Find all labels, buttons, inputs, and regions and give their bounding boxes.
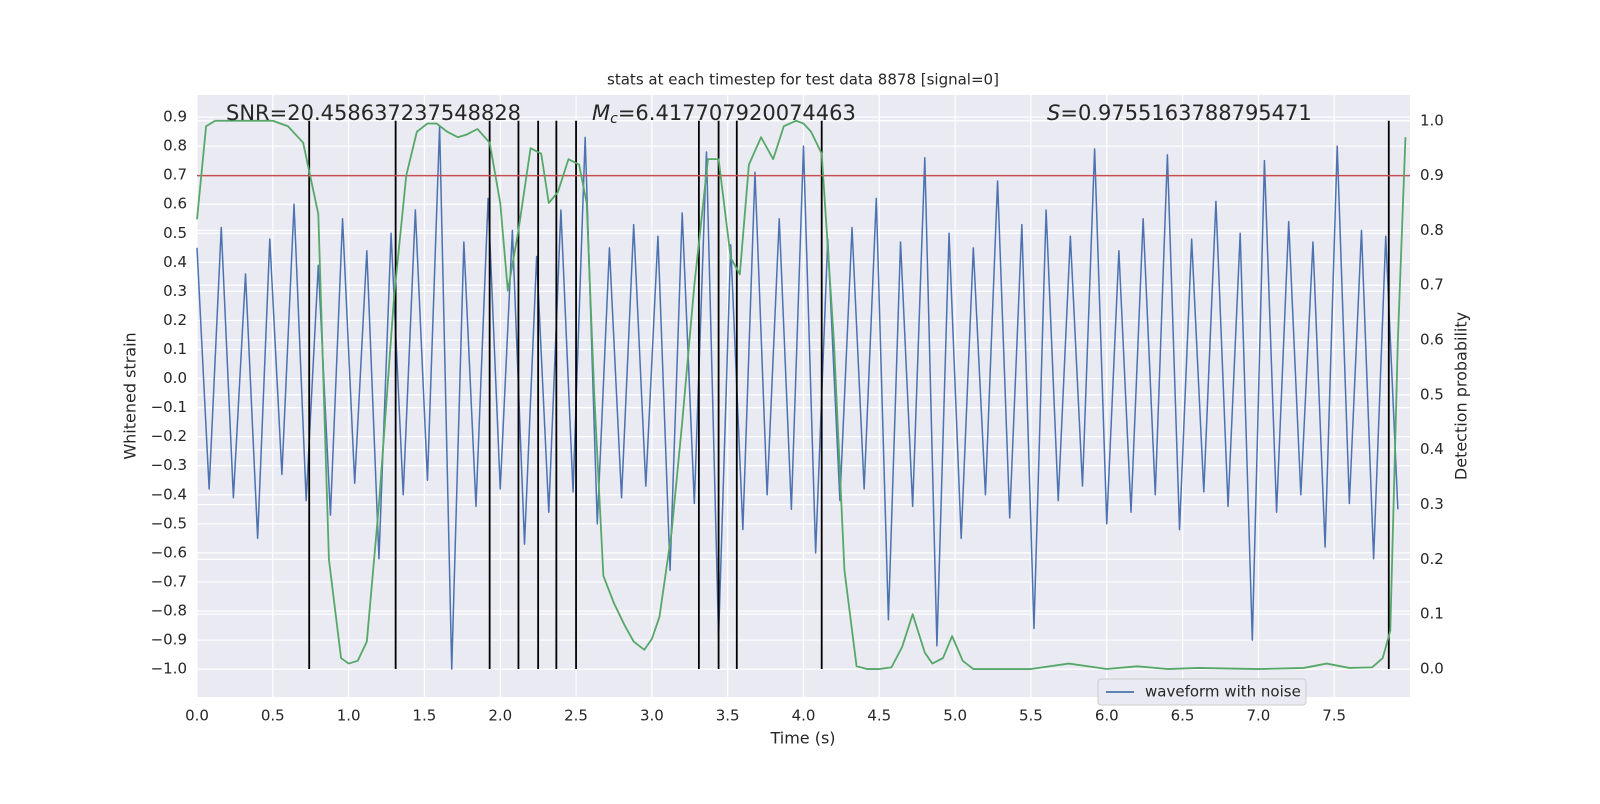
x-tick-label: 4.5 [867, 707, 891, 725]
y2-tick-label: 0.5 [1420, 385, 1444, 403]
y-tick-label: 0.1 [163, 340, 187, 358]
y-tick-label: −0.8 [151, 602, 187, 620]
y-tick-label: 0.9 [163, 108, 187, 126]
x-tick-label: 0.5 [261, 707, 285, 725]
annotation-subscript: c [610, 111, 618, 127]
annotation-symbol: S [1047, 101, 1060, 125]
y-tick-label: −0.4 [151, 485, 187, 503]
annotation-symbol: M [592, 101, 610, 125]
x-axis-label: Time (s) [769, 729, 835, 748]
y2-tick-label: 0.4 [1420, 440, 1444, 458]
y-axis-label: Whitened strain [121, 332, 140, 459]
y2-tick-label: 0.2 [1420, 550, 1444, 568]
x-tick-label: 2.0 [488, 707, 512, 725]
y-tick-label: 0.4 [163, 253, 187, 271]
over-layer: waveform with noise [196, 119, 1410, 706]
annotation: Mc=6.417707920074463 [592, 101, 856, 127]
y-tick-label: 0.2 [163, 311, 187, 329]
x-tick-label: 2.5 [564, 707, 588, 725]
y2-tick-label: 0.1 [1420, 605, 1444, 623]
legend-label: waveform with noise [1145, 683, 1301, 701]
y2-tick-label: 0.3 [1420, 495, 1444, 513]
y-tick-label: 0.8 [163, 137, 187, 155]
y2-tick-label: 0.0 [1420, 660, 1444, 678]
y-tick-label: −0.3 [151, 456, 187, 474]
y-tick-label: −0.6 [151, 543, 187, 561]
y-tick-label: 0.0 [163, 369, 187, 387]
x-tick-label: 7.0 [1246, 707, 1270, 725]
legend-box [1097, 678, 1307, 706]
x-tick-label: 6.0 [1095, 707, 1119, 725]
x-tick-label: 4.0 [792, 707, 816, 725]
annotation: SNR=20.458637237548828 [226, 101, 521, 125]
y2-tick-label: 0.6 [1420, 331, 1444, 349]
x-tick-label: 5.0 [943, 707, 967, 725]
y-tick-label: 0.7 [163, 166, 187, 184]
annotation: S=0.9755163788795471 [1047, 101, 1312, 125]
x-tick-label: 5.5 [1019, 707, 1043, 725]
x-tick-label: 3.0 [640, 707, 664, 725]
y-tick-label: 0.5 [163, 224, 187, 242]
x-tick-label: 6.5 [1171, 707, 1195, 725]
y2-tick-label: 0.7 [1420, 276, 1444, 294]
x-tick-label: 0.0 [185, 707, 209, 725]
x-tick-label: 7.5 [1322, 707, 1346, 725]
y-tick-label: −0.5 [151, 514, 187, 532]
y2-tick-label: 1.0 [1420, 111, 1444, 129]
y-tick-label: 0.3 [163, 282, 187, 300]
y-tick-label: −1.0 [151, 660, 187, 678]
data-line [196, 119, 1407, 670]
y2-tick-label: 0.9 [1420, 166, 1444, 184]
x-tick-label: 1.0 [337, 707, 361, 725]
annotation-text: =0.9755163788795471 [1060, 101, 1311, 125]
x-tick-label: 3.5 [716, 707, 740, 725]
y-tick-label: −0.2 [151, 427, 187, 445]
data-line [196, 125, 1399, 670]
y-tick-label: −0.7 [151, 572, 187, 590]
y-tick-label: −0.9 [151, 631, 187, 649]
y2-tick-label: 0.8 [1420, 221, 1444, 239]
x-tick-label: 1.5 [413, 707, 437, 725]
y-tick-label: 0.6 [163, 195, 187, 213]
y2-axis-label: Detection probability [1452, 312, 1471, 480]
chart-title: stats at each timestep for test data 887… [607, 71, 999, 89]
annotation-text: =6.417707920074463 [618, 101, 856, 125]
y-tick-label: −0.1 [151, 398, 187, 416]
